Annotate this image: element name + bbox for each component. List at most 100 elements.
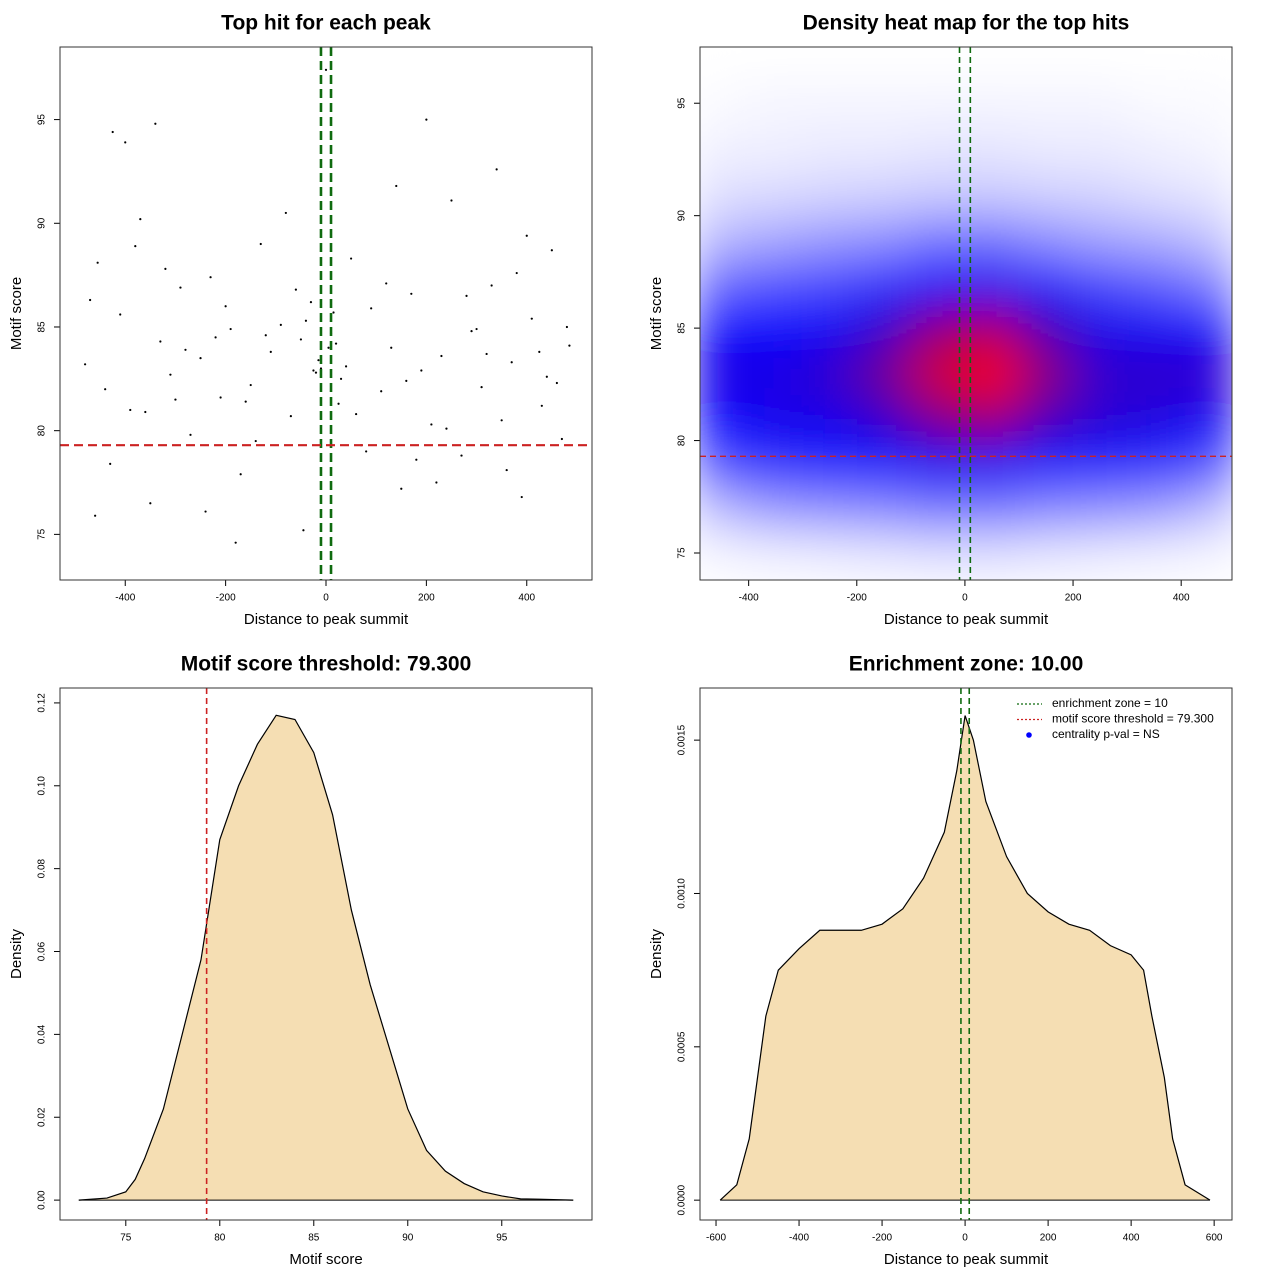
- point: [96, 261, 99, 264]
- heat-cell: [964, 305, 1020, 352]
- x-tick-label: 75: [120, 1233, 132, 1244]
- point: [184, 348, 187, 351]
- point: [555, 381, 558, 385]
- heat-cell: [964, 260, 1020, 307]
- chart-title: Density heat map for the top hits: [803, 12, 1130, 35]
- heat-cell: [1181, 485, 1232, 532]
- x-tick-label: 400: [1123, 1233, 1140, 1244]
- point: [470, 330, 473, 333]
- point: [490, 284, 493, 287]
- heat-cell: [1181, 170, 1232, 217]
- point: [525, 234, 528, 237]
- point: [111, 130, 114, 134]
- x-tick-label: 200: [1065, 593, 1082, 604]
- heat-cell: [856, 350, 912, 397]
- heat-cell: [1018, 170, 1075, 217]
- x-tick-label: -200: [847, 593, 867, 604]
- chart-title: Top hit for each peak: [221, 12, 431, 35]
- x-tick-label: 95: [496, 1233, 508, 1244]
- heat-cell: [700, 170, 750, 217]
- heat-cell: [964, 215, 1020, 262]
- x-axis-label: Distance to peak summit: [884, 611, 1049, 628]
- heat-cell: [700, 440, 750, 487]
- point: [234, 541, 237, 544]
- heat-cell: [1018, 440, 1075, 487]
- heat-cell: [910, 395, 966, 442]
- y-tick-label: 0.0015: [677, 724, 688, 755]
- heat-cell: [1018, 125, 1075, 172]
- point: [83, 363, 87, 366]
- point: [510, 361, 513, 364]
- heat-cell: [802, 350, 858, 397]
- point: [219, 396, 222, 399]
- chart-title: Motif score threshold: 79.300: [181, 653, 472, 676]
- point: [339, 377, 343, 380]
- point: [109, 462, 112, 465]
- point: [530, 317, 533, 320]
- heat-cell: [700, 350, 750, 397]
- heat-cell: [748, 350, 804, 397]
- point: [317, 359, 320, 362]
- point: [332, 311, 335, 314]
- heat-cell: [1018, 215, 1075, 262]
- density-line: [719, 715, 1211, 1201]
- heat-cell: [964, 80, 1020, 127]
- heat-cell: [1181, 215, 1232, 262]
- y-axis-label: Motif score: [648, 277, 665, 350]
- point: [199, 356, 202, 360]
- heat-cell: [1018, 530, 1075, 577]
- point: [259, 242, 262, 246]
- heat-cell: [964, 440, 1020, 487]
- panel: Motif score threshold: 79.300 Motif score…: [8, 653, 593, 1268]
- point: [560, 437, 563, 441]
- heat-cell: [748, 305, 804, 352]
- point: [370, 307, 373, 310]
- x-tick-label: -200: [872, 1233, 892, 1244]
- point: [209, 276, 212, 279]
- point: [450, 199, 453, 202]
- point: [89, 298, 92, 302]
- heat-cell: [748, 395, 804, 442]
- x-tick-label: 400: [518, 593, 535, 604]
- heat-cell: [910, 80, 966, 127]
- point: [545, 375, 548, 378]
- y-tick-label: 90: [677, 210, 688, 222]
- point: [284, 211, 287, 215]
- point: [254, 439, 257, 443]
- heat-cell: [1181, 440, 1232, 487]
- heat-cell: [856, 215, 912, 262]
- heat-cell: [700, 530, 750, 577]
- panel: Enrichment zone: 10.00 Distance to peak s…: [648, 653, 1233, 1268]
- x-tick-label: 80: [214, 1233, 226, 1244]
- point: [94, 514, 97, 517]
- plot-frame: [699, 46, 1233, 581]
- heat-cell: [1018, 485, 1075, 532]
- point: [538, 350, 541, 353]
- y-tick-label: 0.0000: [677, 1184, 688, 1215]
- point: [264, 334, 267, 337]
- plot-area: [700, 47, 1232, 580]
- heat-cell: [700, 485, 750, 532]
- legend-label: centrality p-val = NS: [1052, 727, 1160, 741]
- point: [405, 379, 408, 383]
- y-tick-label: 85: [37, 321, 48, 333]
- point: [119, 313, 122, 316]
- y-tick-label: 0.02: [37, 1107, 48, 1127]
- point: [505, 468, 508, 472]
- plot-frame: [59, 687, 593, 1221]
- heat-cell: [856, 125, 912, 172]
- point: [204, 510, 207, 513]
- point: [294, 288, 297, 291]
- point: [445, 427, 448, 430]
- y-tick-label: 0.08: [37, 858, 48, 878]
- heat-cell: [1181, 80, 1232, 127]
- plot-frame: [699, 687, 1233, 1221]
- x-tick-label: 200: [418, 593, 435, 604]
- point: [420, 369, 423, 372]
- heat-cell: [1073, 170, 1129, 217]
- x-tick-label: -600: [706, 1233, 726, 1244]
- heat-cell: [1181, 305, 1232, 352]
- heat-cell: [1073, 260, 1129, 307]
- heat-cell: [1018, 350, 1075, 397]
- heat-cell: [1018, 80, 1075, 127]
